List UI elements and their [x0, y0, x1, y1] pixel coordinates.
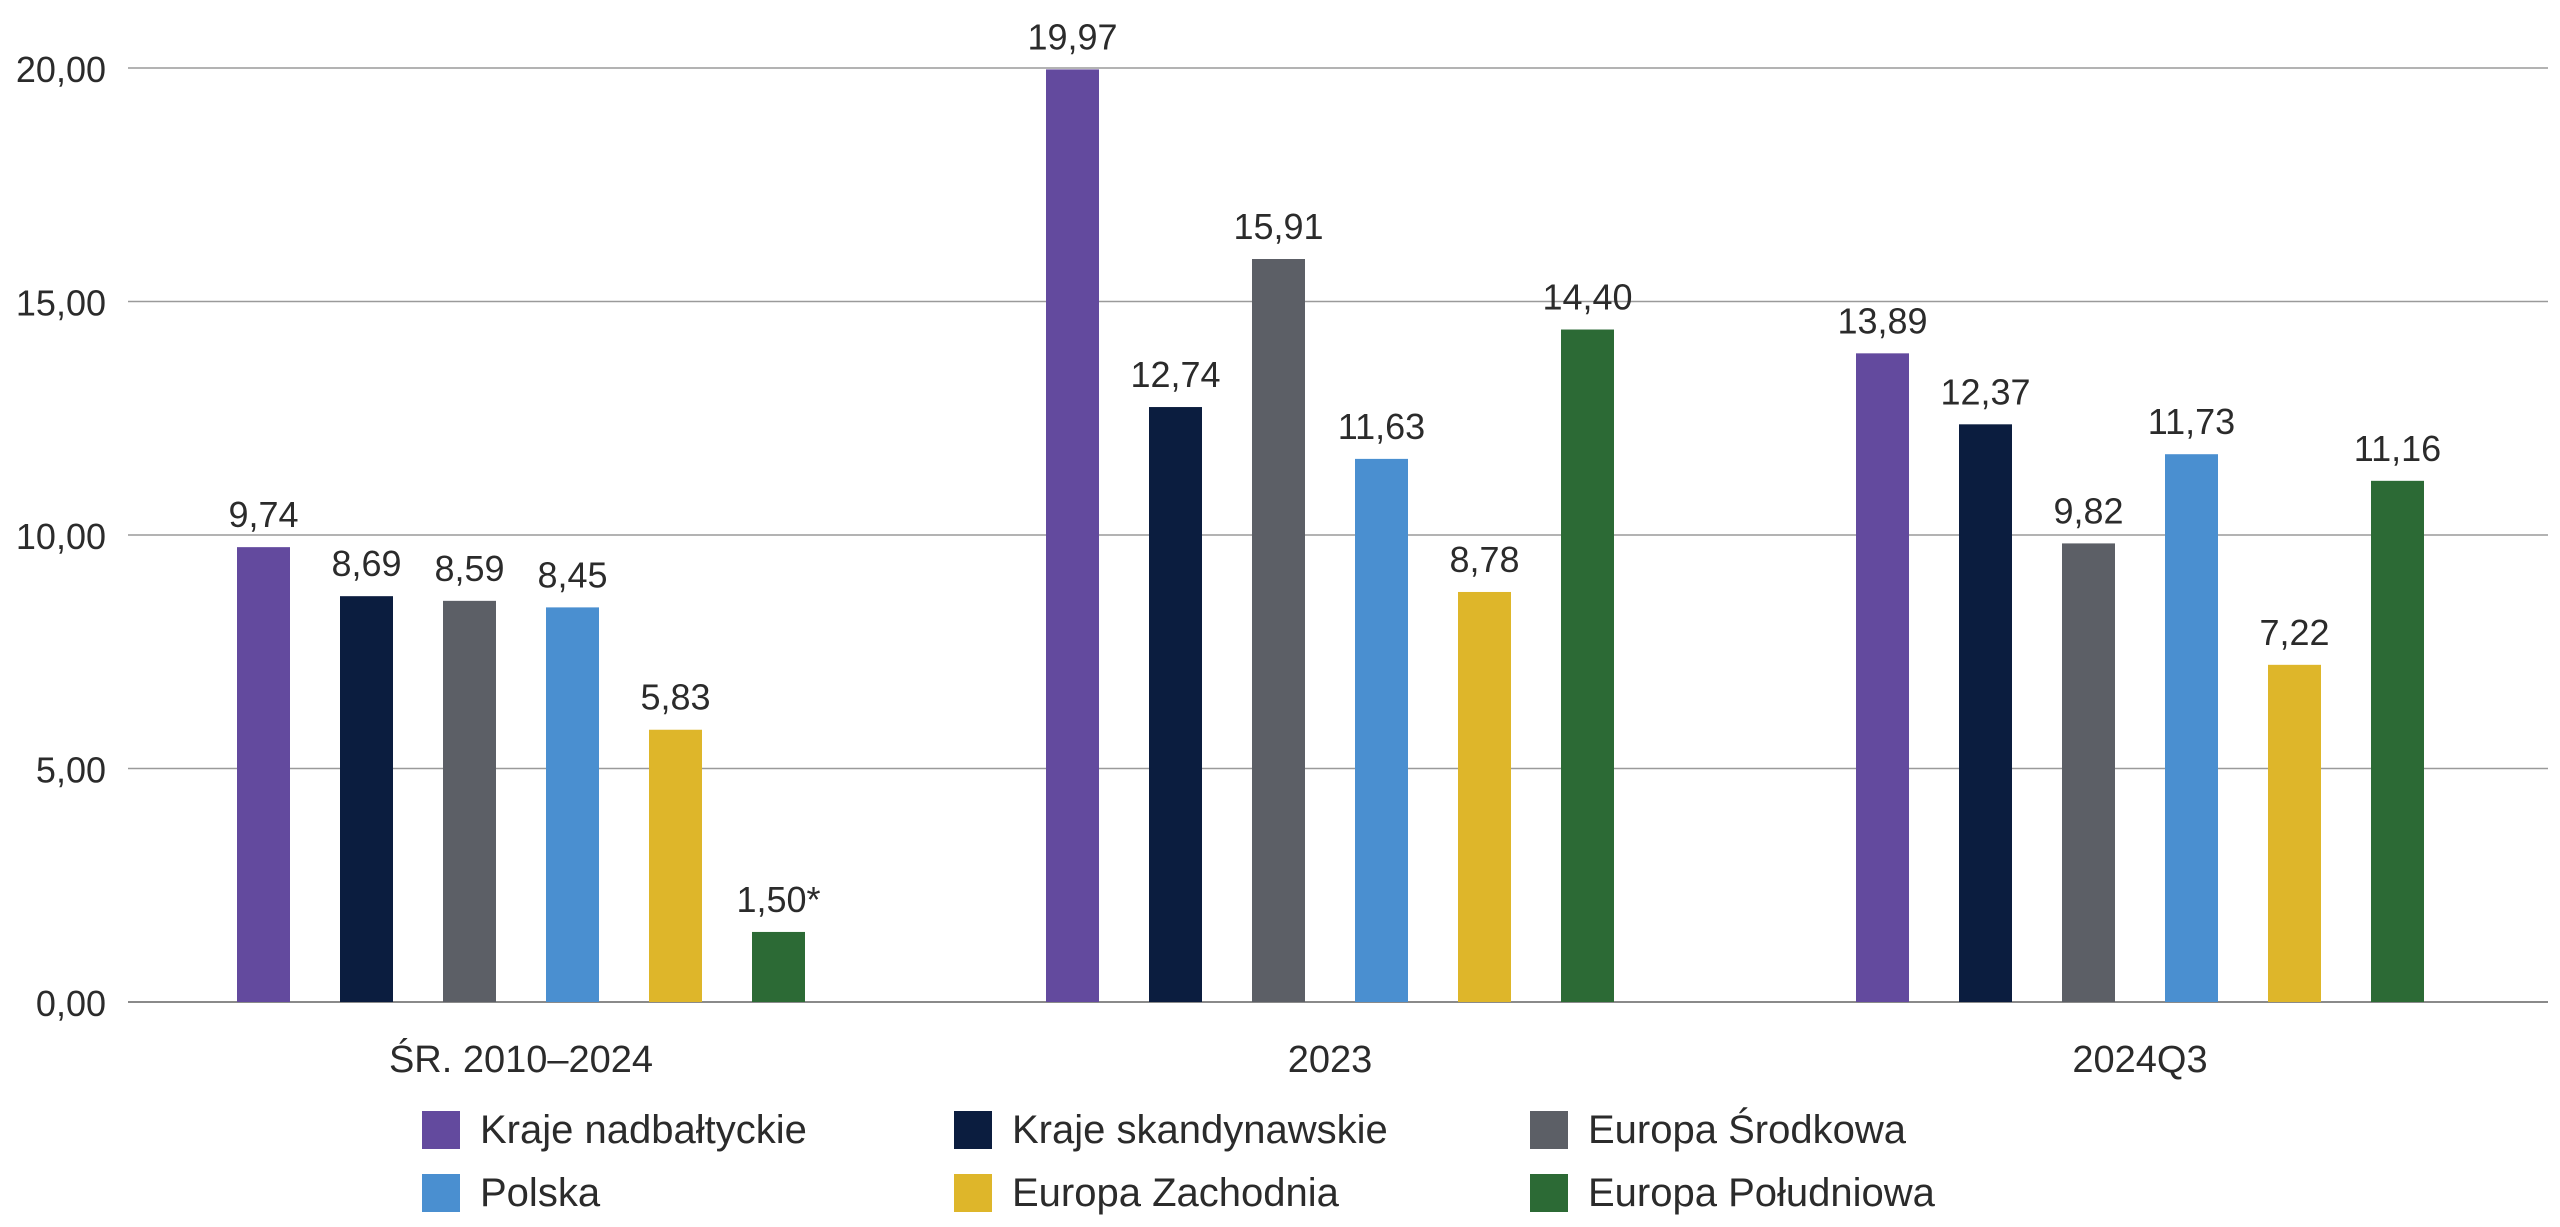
bar: [1355, 458, 1408, 1002]
bar-value-label: 14,40: [1542, 277, 1632, 318]
bar-value-label: 19,97: [1027, 16, 1117, 57]
bar-value-label: 13,89: [1837, 300, 1927, 341]
bar: [1046, 69, 1099, 1002]
y-tick-label: 10,00: [16, 516, 106, 557]
y-tick-label: 0,00: [36, 983, 106, 1024]
bar-value-label: 1,50*: [736, 879, 820, 920]
bar-value-label: 9,74: [228, 494, 298, 535]
bar-value-label: 11,16: [2354, 428, 2441, 469]
y-tick-label: 15,00: [16, 283, 106, 324]
bar-value-label: 9,82: [2053, 490, 2123, 531]
bar: [1856, 353, 1909, 1002]
bar: [2268, 664, 2321, 1002]
x-tick-label: 2023: [1288, 1039, 1373, 1081]
x-tick-label: ŚR. 2010–2024: [389, 1036, 653, 1081]
bar-value-label: 12,37: [1940, 371, 2030, 412]
bar: [1959, 424, 2012, 1002]
bar-value-label: 11,73: [2148, 401, 2235, 442]
bar-value-label: 12,74: [1130, 354, 1220, 395]
bars: [237, 69, 2424, 1003]
bar-value-label: 8,69: [331, 543, 401, 584]
bar-value-label: 8,59: [434, 548, 504, 589]
bar: [2165, 454, 2218, 1003]
bar: [649, 729, 702, 1002]
bar-value-label: 11,63: [1338, 406, 1425, 447]
bar: [1458, 591, 1511, 1002]
bar-value-label: 5,83: [640, 677, 710, 718]
bar-value-labels: 9,74 8,69 8,59 8,45 5,83 1,50* 19,97 12,74 15,91…: [228, 16, 2441, 920]
bar: [2062, 543, 2115, 1002]
y-tick-label: 20,00: [16, 49, 106, 90]
x-tick-label: 2024Q3: [2072, 1039, 2207, 1081]
bar: [1561, 329, 1614, 1002]
x-axis: ŚR. 2010–2024 2023 2024Q3: [389, 1036, 2208, 1081]
y-axis: 0,00 5,00 10,00 15,00 20,00: [16, 49, 106, 1024]
gridlines: [128, 67, 2548, 1003]
bar-value-label: 15,91: [1233, 206, 1323, 247]
bar: [1149, 407, 1202, 1002]
bar: [237, 547, 290, 1002]
bar: [340, 596, 393, 1002]
y-tick-label: 5,00: [36, 750, 106, 791]
bar: [1252, 259, 1305, 1002]
bar: [546, 607, 599, 1002]
bar: [2371, 480, 2424, 1002]
bar-value-label: 7,22: [2259, 612, 2329, 653]
bar: [752, 931, 805, 1002]
bar-value-label: 8,78: [1449, 539, 1519, 580]
bar-value-label: 8,45: [537, 554, 607, 595]
bar: [443, 600, 496, 1002]
